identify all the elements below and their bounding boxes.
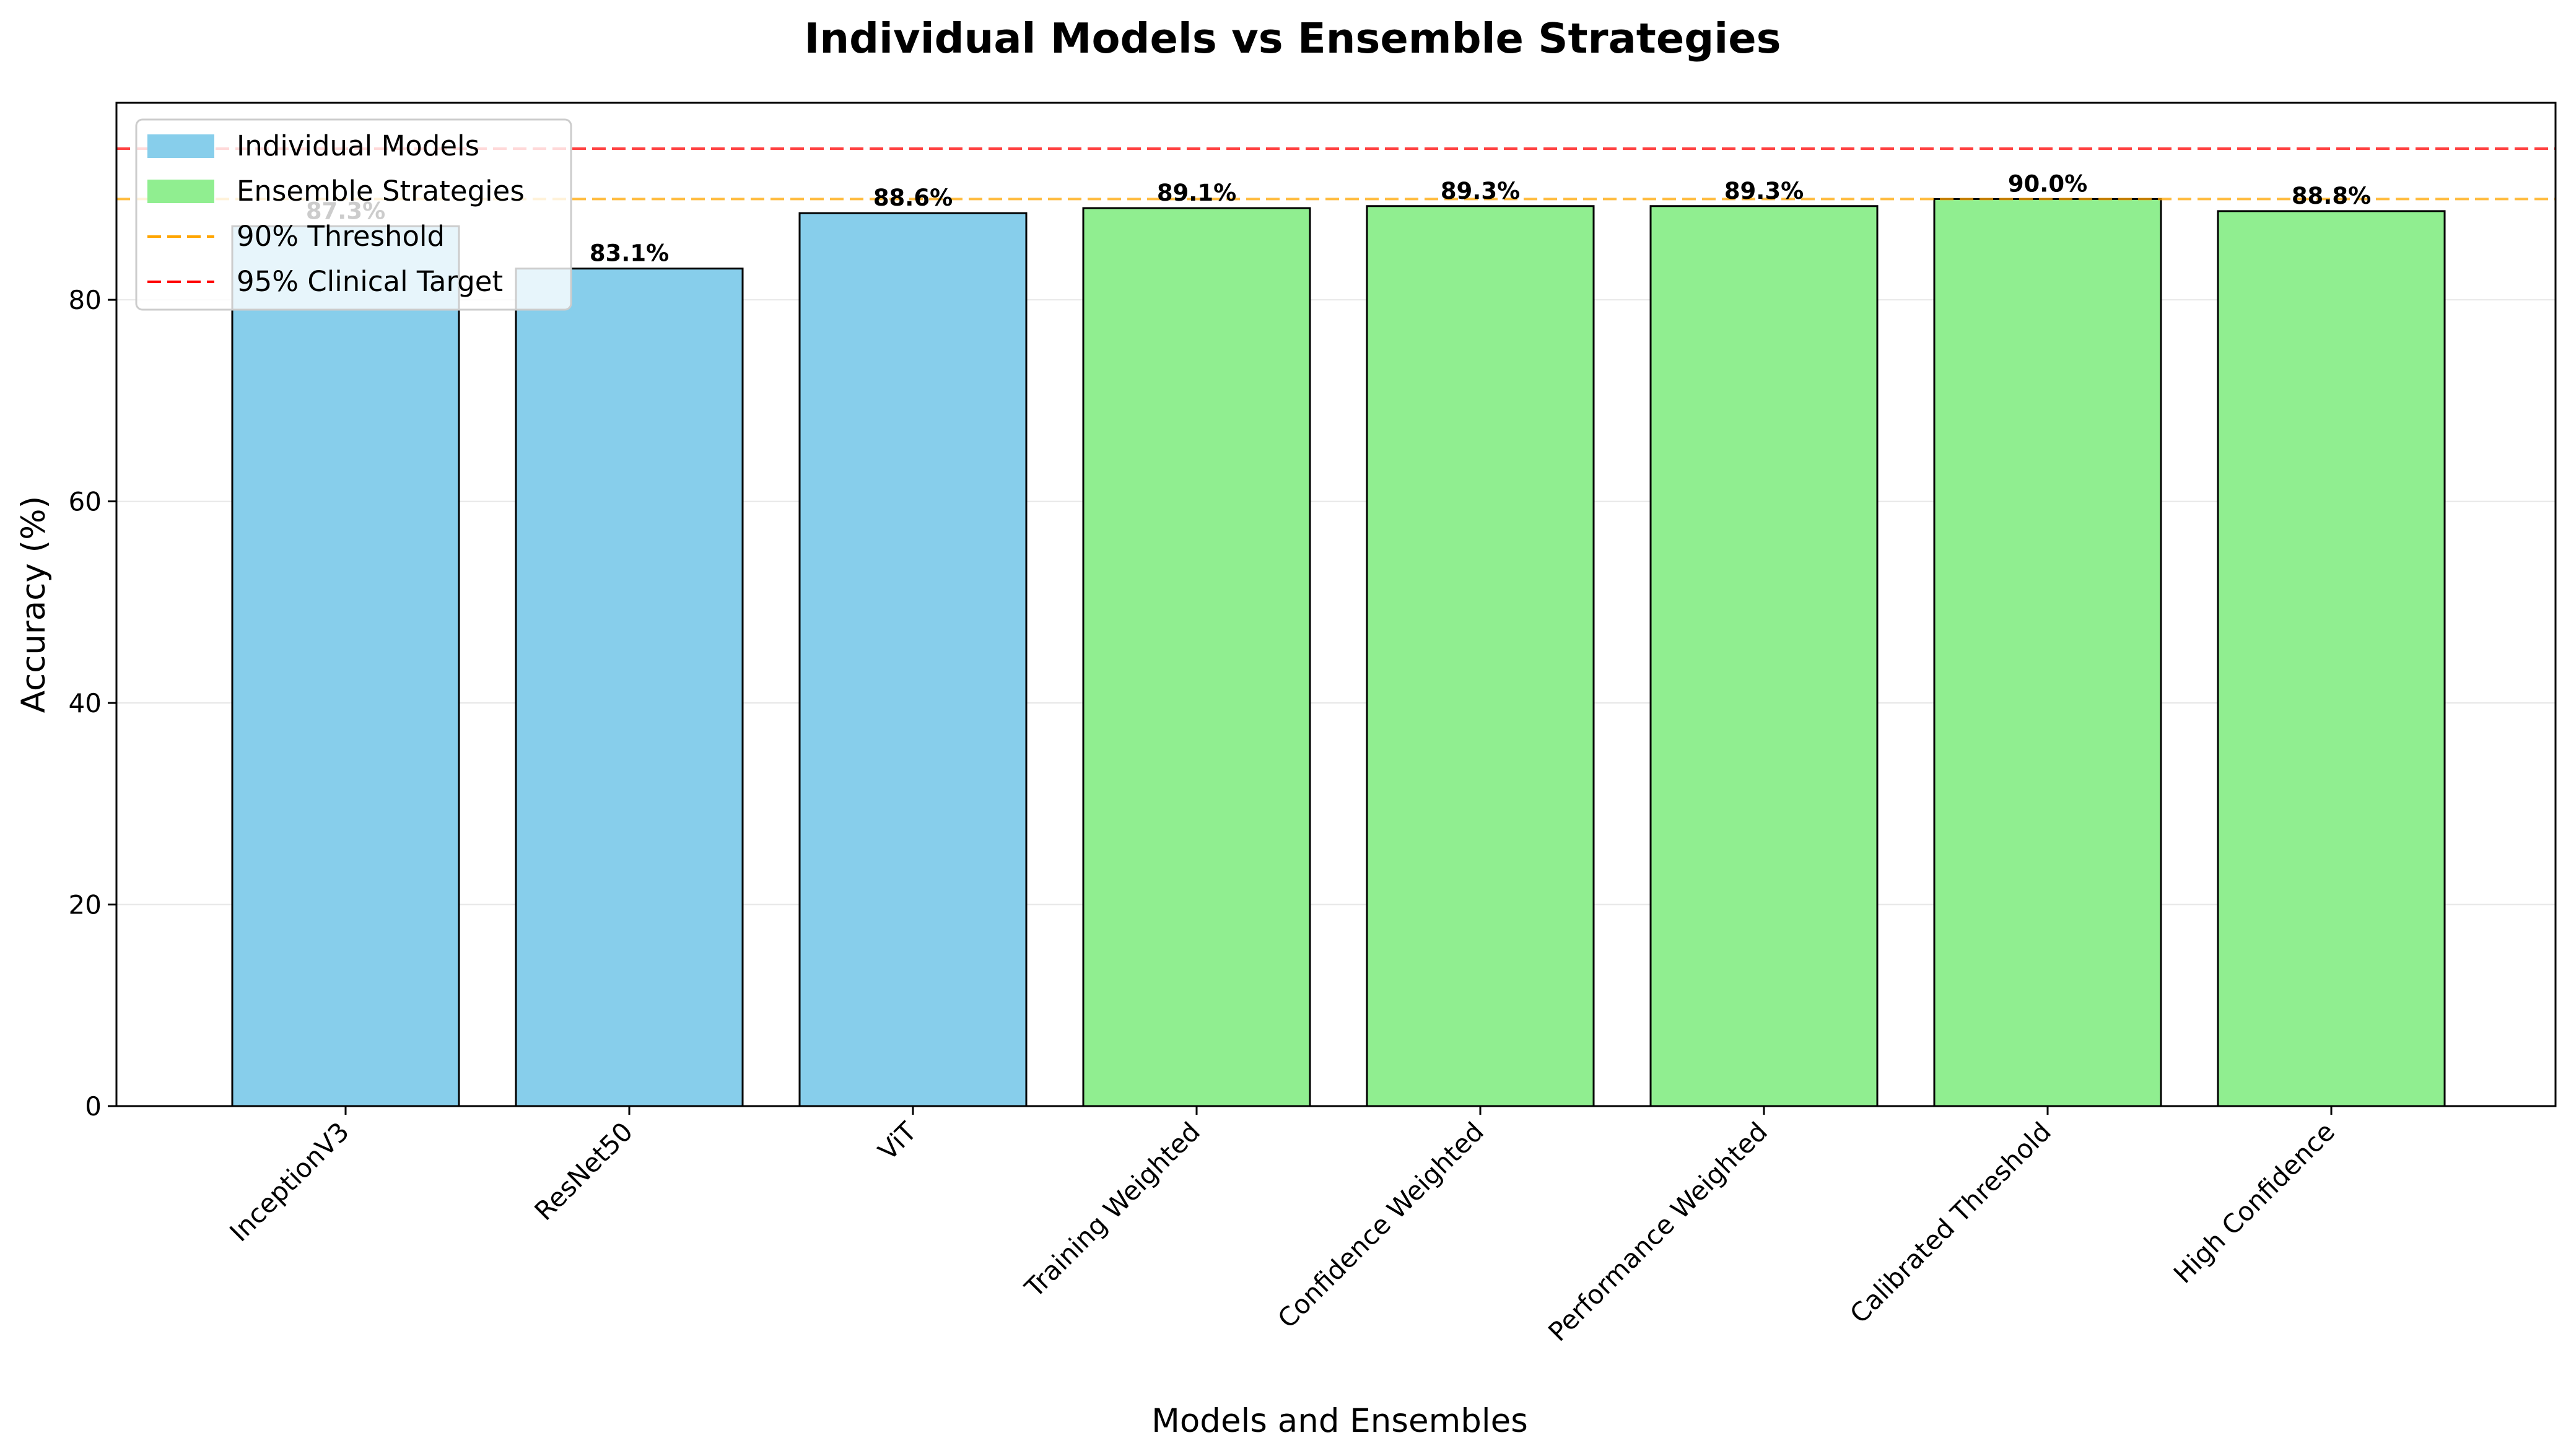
bar-value-label: 89.3% xyxy=(1724,178,1804,204)
legend-label: 95% Clinical Target xyxy=(237,265,503,298)
bar xyxy=(1933,198,2162,1107)
chart-title: Individual Models vs Ensemble Strategies xyxy=(804,14,1781,63)
bar-value-label: 88.6% xyxy=(873,185,953,211)
legend-label: Ensemble Strategies xyxy=(237,175,525,207)
bar xyxy=(1649,205,1879,1107)
bar xyxy=(1082,207,1311,1107)
bar-value-label: 89.1% xyxy=(1157,180,1236,206)
bars xyxy=(231,198,2446,1107)
y-axis-label: Accuracy (%) xyxy=(15,496,53,713)
bar xyxy=(2217,210,2446,1107)
x-axis-label: Models and Ensembles xyxy=(1151,1402,1528,1440)
bar xyxy=(515,268,744,1107)
y-axis-ticks: 0 20 40 60 80 xyxy=(69,285,116,1122)
bar-value-label: 88.8% xyxy=(2292,183,2371,209)
bar-value-label: 89.3% xyxy=(1441,178,1520,204)
bar xyxy=(798,212,1028,1107)
y-tick-label: 60 xyxy=(69,487,102,517)
legend-box xyxy=(135,118,572,311)
legend-label: 90% Threshold xyxy=(237,220,445,253)
y-tick-label: 0 xyxy=(85,1091,102,1122)
bar xyxy=(231,225,460,1107)
legend-swatch xyxy=(147,134,214,158)
bar-value-label: 83.1% xyxy=(590,240,669,267)
legend-swatch xyxy=(147,180,214,203)
y-tick-label: 80 xyxy=(69,285,102,315)
legend: Individual Models Ensemble Strategies 90% … xyxy=(135,118,572,311)
bar-value-label: 90.0% xyxy=(2008,170,2087,197)
legend-label: Individual Models xyxy=(237,129,479,162)
y-tick-label: 40 xyxy=(69,688,102,718)
bar xyxy=(1366,205,1595,1107)
y-tick-label: 20 xyxy=(69,890,102,920)
plot-frame xyxy=(115,102,2557,1107)
